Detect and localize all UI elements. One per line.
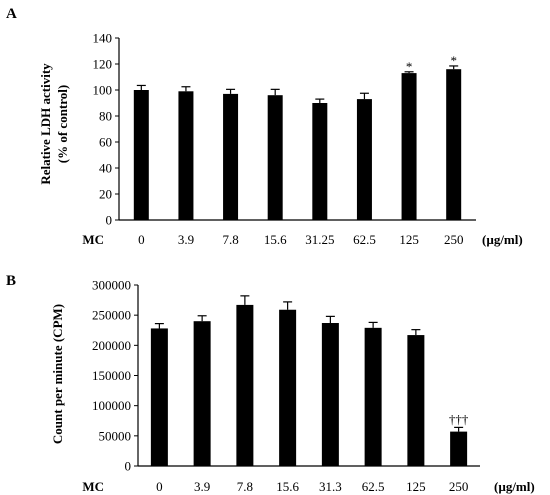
panel-b-errorbars <box>154 295 464 432</box>
panel-a-bars <box>133 69 462 220</box>
bar <box>223 93 239 220</box>
panel-a-ylabel-line2: (% of control) <box>55 85 70 163</box>
x-tick-label: 31.3 <box>319 479 342 494</box>
significance-marker: ††† <box>449 411 469 426</box>
panel-a-ylabel-line1: Relative LDH activity <box>38 63 53 185</box>
bar <box>364 327 382 466</box>
y-tick-label: 140 <box>93 31 113 46</box>
x-tick-label: 125 <box>399 232 419 247</box>
error-bar <box>368 321 378 328</box>
bar <box>279 309 297 466</box>
bar <box>267 95 283 220</box>
panel-b: B Count per minute (CPM) 0 50000 100000 150… <box>6 273 535 494</box>
x-tick-label: 15.6 <box>276 479 299 494</box>
y-tick-label: 80 <box>99 109 112 124</box>
error-bar <box>454 426 464 432</box>
bar <box>312 103 328 220</box>
y-tick-label: 40 <box>99 161 112 176</box>
error-bar <box>315 98 325 103</box>
error-bar <box>283 301 293 310</box>
bar <box>150 328 168 466</box>
panel-a-mc-label: MC <box>82 232 104 247</box>
error-bar <box>154 323 164 329</box>
bar <box>133 90 149 220</box>
y-tick-label: 60 <box>99 135 112 150</box>
error-bar <box>270 88 280 96</box>
bar <box>321 323 339 466</box>
x-tick-label: 0 <box>138 232 145 247</box>
x-tick-label: 125 <box>406 479 426 494</box>
y-tick-label: 100000 <box>92 398 131 413</box>
bar <box>401 73 417 220</box>
panel-a-unit-label: (µg/ml) <box>482 232 523 247</box>
x-tick-label: 15.6 <box>264 232 287 247</box>
significance-marker: * <box>406 59 413 74</box>
error-bar <box>404 71 414 74</box>
y-tick-label: 120 <box>93 57 113 72</box>
x-tick-label: 3.9 <box>178 232 194 247</box>
panel-b-unit-label: (µg/ml) <box>494 479 535 494</box>
y-tick-label: 20 <box>99 187 112 202</box>
panel-a-errorbars <box>136 65 459 103</box>
panel-b-yticks: 0 50000 100000 150000 200000 250000 300000 <box>92 278 138 474</box>
bar <box>178 91 194 220</box>
error-bar <box>181 86 191 92</box>
x-tick-label: 250 <box>449 479 469 494</box>
error-bar <box>359 92 369 100</box>
error-bar <box>449 65 459 70</box>
panel-a-yticks: 0 20 40 60 80 100 120 140 <box>93 31 119 228</box>
panel-a-letter: A <box>6 6 17 22</box>
panel-b-letter: B <box>6 273 16 289</box>
x-tick-label: 62.5 <box>362 479 385 494</box>
x-tick-label: 62.5 <box>353 232 376 247</box>
error-bar <box>136 84 146 90</box>
y-tick-label: 150000 <box>92 368 131 383</box>
bar <box>356 99 372 220</box>
panel-b-mc-label: MC <box>82 479 104 494</box>
panel-a-annotations: * * <box>406 53 457 74</box>
panel-a-xticks: 0 3.9 7.8 15.6 31.25 62.5 125 250 <box>138 232 463 247</box>
x-tick-label: 0 <box>156 479 163 494</box>
error-bar <box>325 315 335 324</box>
bar <box>450 431 468 466</box>
y-tick-label: 100 <box>93 83 113 98</box>
x-tick-label: 7.8 <box>237 479 253 494</box>
bar <box>446 69 462 220</box>
y-tick-label: 0 <box>106 213 113 228</box>
panel-b-xticks: 0 3.9 7.8 15.6 31.3 62.5 125 250 <box>156 479 468 494</box>
significance-marker: * <box>450 53 457 68</box>
error-bar <box>411 329 421 336</box>
error-bar <box>197 315 207 322</box>
x-tick-label: 31.25 <box>305 232 334 247</box>
x-tick-label: 7.8 <box>222 232 238 247</box>
bar <box>193 321 211 466</box>
panel-b-bars <box>150 304 468 466</box>
y-tick-label: 200000 <box>92 338 131 353</box>
x-tick-label: 3.9 <box>194 479 210 494</box>
x-tick-label: 250 <box>444 232 464 247</box>
y-tick-label: 50000 <box>99 428 132 443</box>
error-bar <box>226 88 236 94</box>
error-bar <box>240 295 250 305</box>
panel-b-ylabel: Count per minute (CPM) <box>50 304 65 444</box>
y-tick-label: 0 <box>125 459 132 474</box>
bar <box>407 335 425 466</box>
bar <box>236 304 254 466</box>
panel-a: A Relative LDH activity (% of control) 0… <box>6 6 523 247</box>
y-tick-label: 300000 <box>92 278 131 293</box>
panel-b-annotations: ††† <box>449 411 469 426</box>
y-tick-label: 250000 <box>92 308 131 323</box>
